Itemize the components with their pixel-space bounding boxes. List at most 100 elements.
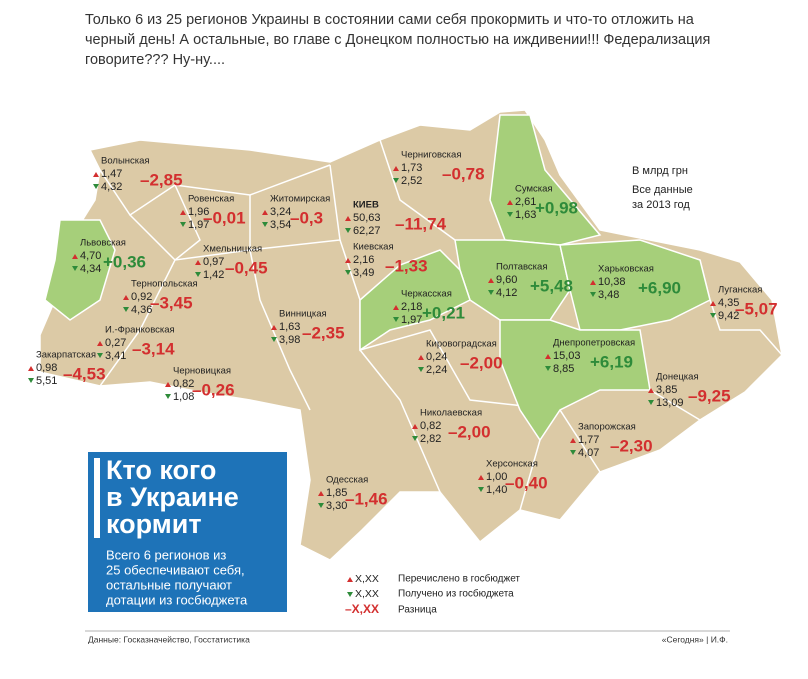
sent-value: 0,27 [105,337,126,349]
difference-value: –2,35 [302,323,345,342]
received-value: 3,48 [598,289,619,301]
sent-value: 0,82 [420,420,441,432]
up-arrow [570,438,576,443]
sent-value: 15,03 [553,350,581,362]
sent-value: 2,61 [515,196,536,208]
received-value: 62,27 [353,225,381,237]
sent-value: 2,18 [401,301,422,313]
credit: «Сегодня» | И.Ф. [662,634,728,644]
up-arrow [393,305,399,310]
region-name: Тернопольская [131,279,198,290]
difference-value: –9,25 [688,386,731,405]
legend-sample: –X,XX [345,602,379,616]
received-value: 1,63 [515,209,536,221]
up-arrow [488,278,494,283]
received-value: 1,97 [188,219,209,231]
difference-value: +0,98 [535,198,578,217]
sent-value: 0,82 [173,378,194,390]
difference-value: –3,45 [150,293,193,312]
region-name: Львовская [80,238,126,249]
down-arrow [123,307,129,312]
lviv-region [44,219,116,321]
title-line: в Украине [106,482,239,512]
difference-value: –0,78 [442,164,485,183]
difference-value: –0,3 [290,208,323,227]
up-arrow [195,260,201,265]
down-arrow [412,436,418,441]
up-arrow [478,475,484,480]
down-arrow [345,270,351,275]
difference-value: –2,30 [610,436,653,455]
region-name: Херсонская [486,459,538,470]
difference-value: –0,40 [505,473,548,492]
down-arrow [393,317,399,322]
up-arrow [123,295,129,300]
difference-value: –11,74 [395,214,447,233]
down-arrow [345,228,351,233]
region-name: Сумская [515,184,553,195]
kharkiv-region [559,239,711,331]
difference-value: –2,85 [140,170,183,189]
title-line: Кто кого [106,455,216,485]
sent-value: 0,92 [131,291,152,303]
down-arrow [478,487,484,492]
subtitle-line: дотации из госбюджета [106,592,248,607]
legend-label: Перечислено в госбюджет [398,573,520,585]
down-arrow [72,266,78,271]
down-arrow [195,272,201,277]
region-name: Черкасская [401,289,452,300]
up-arrow [318,491,324,496]
region-name: Николаевская [420,408,482,419]
received-value: 13,09 [656,397,684,409]
received-value: 4,36 [131,304,152,316]
received-value: 3,41 [105,350,126,362]
received-value: 4,34 [80,263,101,275]
up-arrow [262,210,268,215]
received-value: 1,08 [173,391,194,403]
sent-value: 0,98 [36,362,57,374]
received-value: 1,40 [486,484,507,496]
up-arrow [271,325,277,330]
surplus-regions [44,114,711,442]
title-accent [94,458,100,538]
down-arrow [93,184,99,189]
difference-value: +6,90 [638,278,681,297]
region-name: Винницкая [279,309,327,320]
difference-value: –0,01 [203,208,246,227]
difference-value: –2,00 [460,353,503,372]
up-arrow [345,216,351,221]
down-arrow [570,450,576,455]
received-value: 1,97 [401,314,422,326]
region-name: Хмельницкая [203,244,262,255]
sumy-region [489,114,602,246]
received-value: 9,42 [718,310,739,322]
region-name: Луганская [718,285,762,296]
sent-value: 4,70 [80,250,101,262]
down-arrow [271,337,277,342]
region-name: Донецкая [656,372,699,383]
region-name: Черновицкая [173,366,231,377]
region-name: Одесская [326,475,368,486]
difference-value: –0,45 [225,258,268,277]
down-arrow [545,366,551,371]
up-arrow [648,388,654,393]
down-arrow [28,378,34,383]
region-name: Волынская [101,156,150,167]
received-value: 3,49 [353,267,374,279]
sent-value: 10,38 [598,276,626,288]
subtitle-line: остальные получают [106,577,232,592]
region-name: Ровенская [188,194,234,205]
up-arrow [93,172,99,177]
received-value: 4,12 [496,287,517,299]
legend-sample: X,XX [355,588,379,600]
up-arrow [28,366,34,371]
down-arrow [393,178,399,183]
intro-text: Только 6 из 25 регионов Украины в состоя… [85,12,711,68]
sent-value: 1,96 [188,206,209,218]
sent-value: 50,63 [353,212,381,224]
sent-value: 1,77 [578,434,599,446]
region-name: Житомирская [270,194,330,205]
up-arrow [590,280,596,285]
